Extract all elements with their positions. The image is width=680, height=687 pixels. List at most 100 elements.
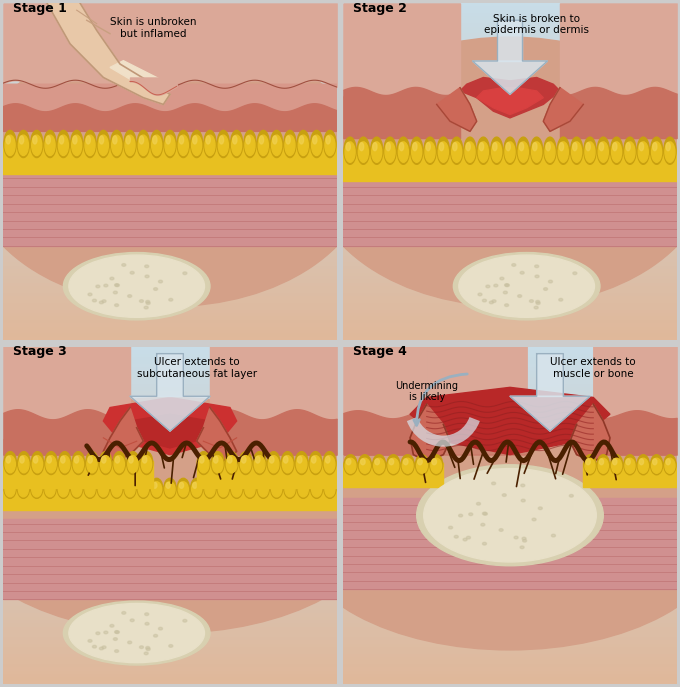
Ellipse shape — [165, 135, 175, 155]
Ellipse shape — [325, 482, 335, 497]
Ellipse shape — [285, 135, 295, 155]
Ellipse shape — [45, 482, 55, 497]
Ellipse shape — [44, 131, 56, 157]
Ellipse shape — [494, 284, 498, 287]
Ellipse shape — [430, 455, 443, 475]
Ellipse shape — [99, 451, 112, 475]
Ellipse shape — [437, 137, 449, 164]
Ellipse shape — [313, 136, 317, 144]
Ellipse shape — [520, 271, 524, 274]
Ellipse shape — [139, 300, 143, 302]
Ellipse shape — [60, 455, 70, 473]
Ellipse shape — [360, 459, 365, 464]
Ellipse shape — [144, 306, 148, 309]
Ellipse shape — [115, 456, 120, 463]
Ellipse shape — [192, 136, 197, 144]
Ellipse shape — [344, 455, 357, 475]
Ellipse shape — [31, 478, 43, 498]
Polygon shape — [477, 87, 543, 115]
Ellipse shape — [532, 142, 542, 162]
Ellipse shape — [256, 456, 260, 463]
Ellipse shape — [426, 143, 430, 150]
Ellipse shape — [102, 646, 106, 649]
Ellipse shape — [33, 482, 37, 488]
Ellipse shape — [153, 136, 157, 144]
Ellipse shape — [5, 482, 15, 497]
Polygon shape — [130, 396, 210, 431]
Ellipse shape — [20, 482, 24, 488]
Ellipse shape — [220, 136, 224, 144]
Ellipse shape — [178, 135, 188, 155]
Ellipse shape — [178, 482, 188, 497]
Ellipse shape — [190, 478, 203, 498]
Ellipse shape — [451, 137, 463, 164]
Ellipse shape — [166, 136, 170, 144]
Ellipse shape — [146, 302, 150, 304]
Ellipse shape — [506, 143, 510, 150]
Ellipse shape — [597, 455, 609, 475]
Ellipse shape — [611, 137, 623, 164]
Ellipse shape — [483, 513, 488, 515]
Ellipse shape — [431, 458, 441, 473]
Ellipse shape — [99, 482, 103, 488]
Ellipse shape — [569, 495, 573, 497]
Bar — [3, 142, 337, 174]
Ellipse shape — [572, 142, 581, 162]
Ellipse shape — [114, 291, 118, 294]
Ellipse shape — [389, 459, 394, 464]
Text: Skin is broken to
epidermis or dermis: Skin is broken to epidermis or dermis — [484, 14, 589, 35]
Ellipse shape — [17, 131, 29, 157]
Text: Stage 1: Stage 1 — [14, 2, 67, 15]
Ellipse shape — [286, 482, 290, 488]
Ellipse shape — [371, 137, 383, 164]
Ellipse shape — [625, 142, 635, 162]
Ellipse shape — [664, 455, 676, 475]
Ellipse shape — [18, 451, 30, 475]
Ellipse shape — [253, 451, 266, 475]
Ellipse shape — [500, 277, 504, 280]
Ellipse shape — [271, 478, 283, 498]
Ellipse shape — [639, 459, 643, 464]
Ellipse shape — [401, 455, 414, 475]
Ellipse shape — [114, 455, 124, 473]
Ellipse shape — [598, 458, 609, 473]
Ellipse shape — [142, 456, 147, 463]
Bar — [343, 463, 443, 486]
Ellipse shape — [137, 131, 150, 157]
Ellipse shape — [557, 137, 569, 164]
Bar — [343, 499, 677, 589]
Ellipse shape — [177, 478, 190, 498]
Ellipse shape — [326, 482, 330, 488]
Ellipse shape — [466, 537, 471, 539]
Ellipse shape — [128, 295, 132, 297]
Ellipse shape — [46, 482, 50, 488]
Ellipse shape — [116, 284, 120, 286]
Text: Stage 2: Stage 2 — [354, 2, 407, 15]
Ellipse shape — [204, 478, 216, 498]
Ellipse shape — [373, 143, 377, 150]
Ellipse shape — [71, 478, 83, 498]
Text: Undermining
is likely: Undermining is likely — [395, 381, 458, 402]
Ellipse shape — [374, 458, 384, 473]
Ellipse shape — [124, 478, 136, 498]
Ellipse shape — [231, 478, 243, 498]
Ellipse shape — [254, 455, 265, 473]
Ellipse shape — [190, 131, 203, 157]
Ellipse shape — [597, 137, 609, 164]
Ellipse shape — [116, 631, 120, 633]
Ellipse shape — [478, 142, 488, 162]
Ellipse shape — [102, 300, 106, 302]
Ellipse shape — [490, 137, 503, 164]
Ellipse shape — [613, 143, 617, 150]
Ellipse shape — [413, 143, 417, 150]
Ellipse shape — [104, 284, 108, 287]
Ellipse shape — [311, 135, 322, 155]
Ellipse shape — [153, 482, 157, 488]
Ellipse shape — [88, 640, 92, 642]
Ellipse shape — [113, 482, 117, 488]
Ellipse shape — [152, 482, 162, 497]
Ellipse shape — [345, 142, 355, 162]
Ellipse shape — [599, 143, 604, 150]
Polygon shape — [437, 87, 477, 131]
Ellipse shape — [297, 478, 309, 498]
